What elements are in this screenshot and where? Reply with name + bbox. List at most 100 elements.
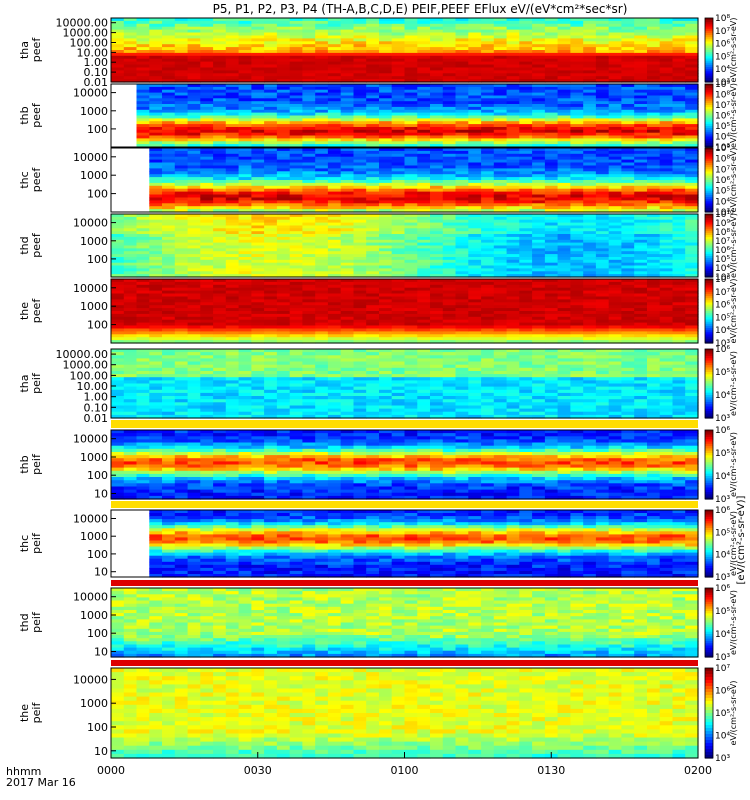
heat-cell [366, 52, 380, 57]
heat-cell [404, 268, 418, 272]
colorbar-step [705, 201, 713, 204]
heat-cell [404, 225, 418, 229]
heat-cell [442, 144, 457, 148]
heat-cell [455, 73, 469, 77]
heat-cell [327, 32, 342, 36]
heat-cell [200, 55, 214, 60]
heat-cell [685, 70, 699, 74]
heat-cell [442, 262, 457, 267]
heat-cell [685, 228, 699, 232]
heat-cell [506, 58, 520, 63]
heat-cell [417, 148, 431, 152]
heat-cell [532, 115, 546, 119]
heat-cell [225, 265, 240, 269]
heat-cell [404, 153, 418, 158]
colorbar-step [705, 249, 713, 253]
heat-cell [225, 101, 240, 105]
heat-cell [417, 61, 431, 66]
heat-cell [353, 84, 367, 88]
heat-cell [634, 262, 648, 267]
heat-cell [149, 58, 163, 63]
heat-cell [506, 89, 520, 94]
heat-cell [366, 171, 380, 175]
heat-cell [659, 274, 674, 278]
heat-cell [659, 234, 674, 238]
heat-cell [557, 38, 571, 42]
heat-cell [302, 337, 316, 341]
heat-cell [162, 101, 176, 105]
heat-cell [276, 262, 291, 267]
heat-cell [647, 268, 661, 272]
heat-cell [532, 340, 546, 344]
heat-cell [174, 150, 189, 155]
heat-cell [251, 138, 265, 142]
heat-cell [302, 308, 316, 312]
heat-cell [174, 73, 189, 77]
heat-cell [264, 305, 278, 309]
heat-cell [213, 185, 227, 190]
heat-cell [264, 165, 278, 169]
heat-cell [111, 316, 125, 321]
heat-cell [532, 174, 546, 178]
heat-cell [340, 32, 355, 36]
heat-cell [251, 302, 265, 306]
heat-cell [340, 52, 355, 57]
heat-cell [417, 18, 431, 22]
heat-cell [544, 50, 559, 54]
heat-cell [264, 121, 278, 125]
colorbar-step [705, 272, 713, 276]
heat-cell [327, 328, 342, 332]
heat-cell [557, 112, 571, 117]
heat-cell [379, 191, 393, 196]
heat-cell [187, 299, 201, 303]
heat-cell [187, 144, 201, 148]
heat-cell [366, 228, 380, 232]
heat-cell [557, 242, 571, 247]
heat-cell [455, 26, 469, 31]
heat-cell [264, 168, 278, 172]
heat-cell [468, 214, 482, 218]
heat-cell [366, 101, 380, 105]
heat-cell [302, 35, 316, 39]
heat-cell [430, 26, 444, 31]
heat-cell [200, 242, 214, 247]
heat-cell [506, 279, 520, 283]
heat-cell [519, 290, 533, 295]
heat-cell [595, 86, 610, 91]
heat-cell [327, 135, 342, 139]
heat-cell [557, 265, 571, 269]
heat-cell [519, 302, 533, 306]
heat-cell [123, 305, 138, 309]
heat-cell [659, 86, 674, 91]
heat-cell [276, 168, 291, 172]
heat-cell [366, 322, 380, 327]
heat-cell [430, 254, 444, 258]
heat-cell [123, 293, 138, 297]
heat-cell [251, 311, 265, 315]
heat-cell [455, 274, 469, 278]
heat-cell [544, 311, 559, 315]
heat-cell [340, 257, 355, 261]
heat-cell [379, 177, 393, 181]
heat-cell [111, 231, 125, 235]
heat-cell [289, 188, 304, 193]
heat-cell [366, 259, 380, 264]
y-axis-label: peef [30, 102, 43, 128]
heat-cell [404, 148, 418, 152]
heat-cell [391, 70, 406, 74]
heat-cell [532, 159, 546, 164]
heat-cell [264, 293, 278, 297]
heat-cell [557, 248, 571, 252]
heat-cell [404, 52, 418, 57]
heat-cell [621, 141, 635, 145]
heat-cell [442, 337, 457, 341]
heat-cell [276, 242, 291, 247]
heat-cell [442, 92, 457, 97]
heat-cell [621, 112, 635, 117]
heat-cell [519, 38, 533, 42]
heat-cell [213, 203, 227, 207]
heat-cell [379, 242, 393, 247]
heat-cell [327, 231, 342, 235]
heat-cell [162, 23, 176, 28]
heat-cell [634, 148, 648, 152]
